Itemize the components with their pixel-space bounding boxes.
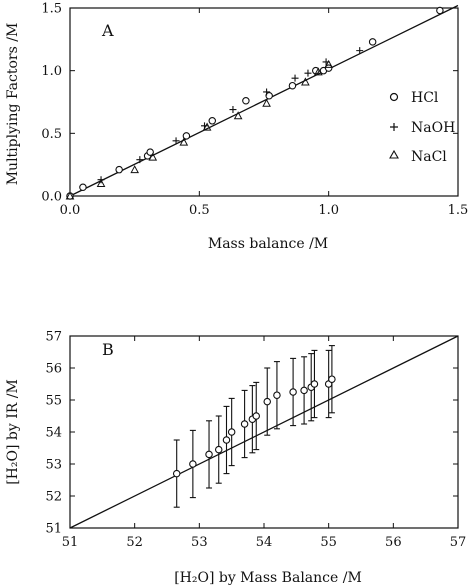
panel-a-nacl-point — [130, 165, 140, 174]
panel-a-fit-line — [69, 4, 459, 197]
panel-a-naoh-point — [172, 137, 180, 145]
panel-a-hcl-point — [146, 148, 154, 156]
panel-b-data-point — [273, 391, 281, 399]
panel-a-hcl-point — [182, 132, 191, 140]
panel-a-nacl-point — [324, 59, 334, 68]
legend-hcl-label: HCl — [411, 90, 439, 106]
panel-b-data-point — [289, 388, 297, 396]
panel-a-y-tick-label: 0.5 — [41, 127, 62, 142]
panel-b-y-tick-label: 56 — [45, 362, 62, 377]
panel-a-hcl-point — [79, 183, 87, 191]
panel-b-data-point — [240, 420, 249, 428]
panel-a-hcl-point — [436, 6, 444, 15]
panel-a-hcl-point — [208, 117, 217, 125]
panel-a-nacl-point — [313, 67, 323, 76]
panel-a-hcl-point — [115, 165, 123, 174]
panel-a-hcl-point — [324, 64, 333, 72]
panel-a-y-axis-label: Multiplying Factors /M — [5, 23, 21, 186]
panel-b-y-axis-label: [H₂O] by IR /M — [5, 379, 21, 485]
panel-b-data-point — [252, 412, 260, 420]
panel-a-plot-frame — [69, 7, 459, 197]
panel-b-x-tick-label: 54 — [256, 535, 273, 550]
panel-a-hcl-point — [265, 91, 273, 100]
panel-b-x-axis-label: [H₂O] by Mass Balance /M — [174, 570, 362, 586]
panel-a-axis-ticks: 0.0 0.5 1.0 1.5 0.0 0.5 1.0 1.5 — [41, 2, 468, 219]
panel-b-data-point — [214, 445, 223, 454]
panel-b-data-point — [227, 428, 236, 436]
panel-b-x-tick-label: 52 — [126, 535, 143, 550]
panel-b-y-tick-label: 54 — [45, 426, 62, 441]
panel-a-naoh-point — [263, 88, 271, 96]
panel-a-y-tick-label: 1.5 — [41, 2, 62, 17]
panel-b-x-tick-label: 56 — [385, 535, 402, 550]
panel-b-data-point — [189, 460, 197, 468]
panel-b-data-point — [300, 386, 308, 395]
panel-b-x-tick-label: 55 — [320, 535, 337, 550]
legend-naoh-label: NaOH — [411, 120, 455, 136]
panel-a-nacl-point — [233, 111, 243, 120]
panel-a-naoh-point — [356, 47, 364, 55]
legend-naoh-marker — [390, 123, 398, 131]
panel-a-naoh-point — [136, 156, 144, 164]
legend-nacl-label: NaCl — [411, 149, 447, 165]
panel-a-nacl-point — [301, 77, 310, 86]
legend-hcl-marker — [389, 92, 399, 102]
panel-b-y-tick-label: 52 — [45, 490, 62, 505]
panel-b-marks — [69, 335, 459, 529]
panel-b: B 51 52 53 54 55 56 57 51 52 53 54 55 56 57 [H₂O] by … — [5, 330, 466, 587]
panel-b-y-tick-label: 51 — [45, 522, 62, 537]
panel-a-legend: HCl NaOH NaCl — [389, 90, 455, 165]
panel-a-hcl-point — [288, 81, 297, 90]
panel-b-data-point — [328, 375, 336, 383]
panel-a-y-tick-label: 0.0 — [41, 190, 62, 205]
panel-a-hcl-point — [242, 96, 250, 105]
panel-a-y-tick-label: 1.0 — [41, 64, 62, 79]
panel-a-hcl-point — [368, 38, 377, 46]
panel-b-data-point — [222, 436, 231, 444]
panel-a-x-axis-label: Mass balance /M — [208, 236, 328, 252]
panel-a-nacl-point — [148, 152, 158, 161]
panel-b-y-tick-label: 57 — [45, 330, 62, 345]
panel-a-nacl-point — [262, 98, 271, 107]
panel-b-y-tick-label: 53 — [45, 458, 62, 473]
panel-a-nacl-point — [65, 191, 75, 200]
panel-b-fit-line — [69, 335, 459, 529]
panel-b-data-point — [172, 469, 181, 478]
panel-b-data-point — [205, 450, 213, 459]
panel-a-nacl-point — [179, 137, 189, 146]
panel-b-x-tick-label: 57 — [450, 535, 467, 550]
panel-a-x-tick-label: 1.0 — [318, 203, 339, 218]
panel-a-naoh-point — [304, 69, 312, 77]
panel-a-x-tick-label: 0.0 — [60, 203, 81, 218]
legend-nacl-marker — [389, 149, 399, 159]
panel-a-nacl-point — [202, 122, 212, 131]
panel-b-axis-ticks: 51 52 53 54 55 56 57 51 52 53 54 55 56 57 — [45, 330, 466, 551]
panel-b-data-point — [310, 380, 319, 388]
panel-a-x-tick-label: 1.5 — [448, 203, 469, 218]
panel-a-naoh-point — [291, 74, 299, 82]
panel-a-naoh-point — [229, 106, 237, 114]
panel-b-x-tick-label: 53 — [191, 535, 208, 550]
panel-a: A 0.0 0.5 1.0 1.5 0.0 0.5 1.0 1.5 Mass balance … — [5, 2, 468, 253]
panel-b-y-tick-label: 55 — [45, 394, 62, 409]
panel-a-label: A — [101, 21, 114, 40]
panel-b-label: B — [102, 340, 114, 359]
panel-a-marks — [65, 4, 459, 200]
panel-b-x-tick-label: 51 — [62, 535, 79, 550]
panel-a-x-tick-label: 0.5 — [189, 203, 210, 218]
panel-b-data-point — [263, 397, 271, 406]
panel-a-nacl-point — [96, 178, 106, 187]
